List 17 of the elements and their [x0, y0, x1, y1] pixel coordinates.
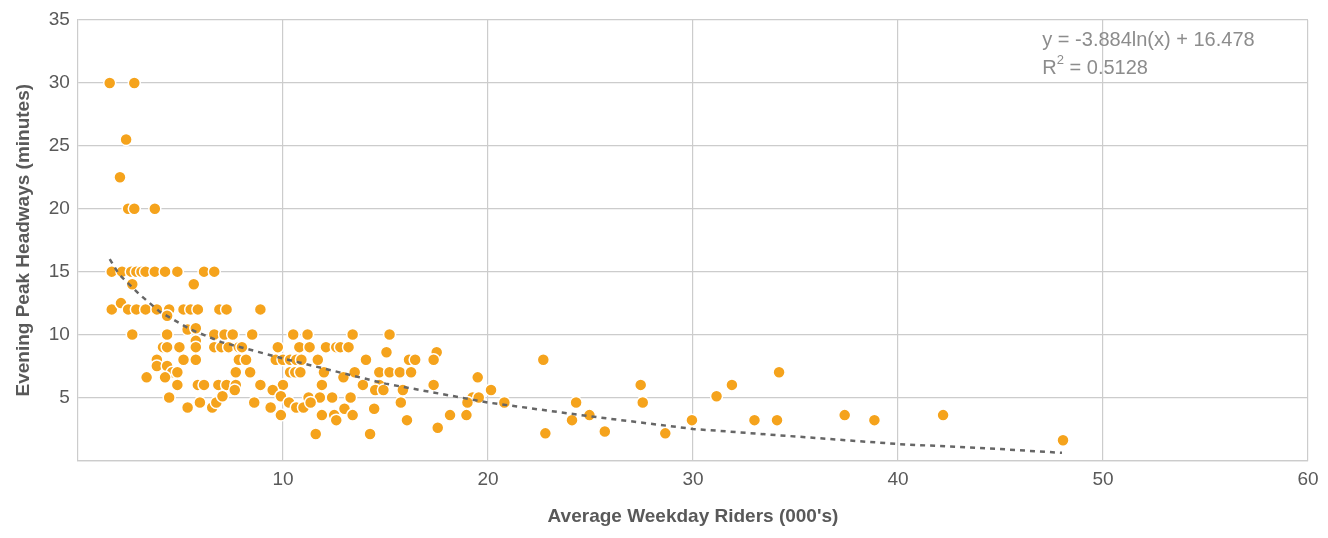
y-tick-label: 20: [48, 196, 70, 218]
y-tick-label: 25: [48, 134, 70, 156]
y-tick-label: 15: [48, 259, 70, 281]
x-tick-label: 50: [1092, 468, 1114, 490]
y-tick-label: 35: [48, 8, 70, 30]
x-axis-title: Average Weekday Riders (000's): [547, 504, 839, 526]
x-tick-label: 60: [1297, 468, 1319, 490]
y-tick-label: 10: [48, 322, 70, 344]
line-series: [108, 257, 1064, 455]
x-tick-label: 30: [682, 468, 704, 490]
y-axis-title: Evening Peak Headways (minutes): [11, 83, 33, 397]
y-tick-label: 5: [59, 385, 70, 407]
x-tick-label: 20: [477, 468, 499, 490]
annotation: y = -3.884ln(x) + 16.478: [1042, 27, 1255, 50]
y-tick-label: 30: [48, 71, 70, 93]
x-tick-label: 40: [887, 468, 909, 490]
x-tick-label: 10: [272, 468, 294, 490]
